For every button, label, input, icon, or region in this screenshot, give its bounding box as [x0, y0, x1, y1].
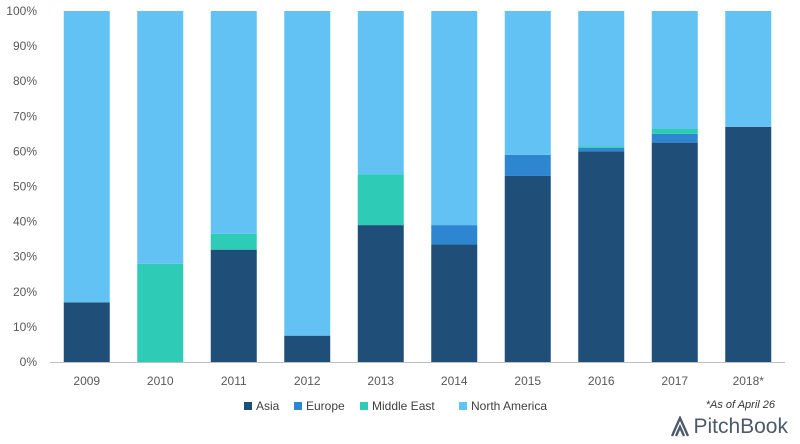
x-tick-label: 2010 [147, 374, 174, 388]
x-tick-label: 2017 [661, 374, 688, 388]
x-tick-label: 2014 [441, 374, 468, 388]
y-tick-label: 90% [13, 39, 37, 53]
bar-segment-north-america [504, 11, 551, 155]
y-axis: 0% 10% 20% 30% 40% 50% 60% 70% 80% 90% 100% [6, 4, 37, 369]
y-tick-label: 80% [13, 74, 37, 88]
bar-segment-north-america [210, 11, 257, 234]
bar-segment-asia [725, 126, 772, 362]
x-tick-label: 2013 [367, 374, 394, 388]
x-tick-label: 2012 [294, 374, 321, 388]
y-tick-label: 0% [20, 355, 38, 369]
bar-segment-middle-east [137, 263, 184, 362]
bar-segment-asia [357, 225, 404, 362]
y-tick-label: 70% [13, 109, 37, 123]
bar-segment-middle-east [651, 128, 698, 134]
bar-segment-europe [578, 147, 625, 152]
bar-segment-north-america [578, 11, 625, 147]
bar-segment-asia [578, 151, 625, 362]
bar-segment-asia [63, 302, 110, 362]
x-tick-label: 2015 [514, 374, 541, 388]
x-tick-label: 2009 [73, 374, 100, 388]
bar-segment-asia [504, 175, 551, 362]
bar-segment-north-america [284, 11, 331, 336]
bar-segment-north-america [63, 11, 110, 303]
bar-segment-north-america [725, 11, 772, 127]
pitchbook-logo: PitchBook [670, 415, 788, 439]
bar-segment-north-america [137, 11, 184, 264]
bar-segment-europe [651, 133, 698, 143]
bar-segment-europe [431, 225, 478, 245]
bar-segment-asia [651, 142, 698, 362]
y-tick-label: 60% [13, 144, 37, 158]
bar-segment-north-america [651, 11, 698, 129]
legend-label: Middle East [372, 399, 435, 413]
pitchbook-logo-icon [671, 416, 690, 437]
legend-swatch [294, 402, 302, 410]
bar-segment-middle-east [357, 174, 404, 226]
legend-label: North America [471, 399, 547, 413]
y-tick-label: 40% [13, 215, 37, 229]
legend: Asia Europe Middle East North America [244, 399, 547, 413]
bar-segment-europe [504, 154, 551, 176]
y-tick-label: 100% [6, 4, 37, 18]
y-tick-label: 10% [13, 320, 37, 334]
x-tick-label: 2016 [588, 374, 615, 388]
bar-segment-north-america [357, 11, 404, 175]
bar-segment-asia [284, 335, 331, 362]
y-tick-label: 30% [13, 250, 37, 264]
bar-segment-north-america [431, 11, 478, 226]
x-tick-label: 2011 [221, 374, 247, 388]
footnote: *As of April 26 [705, 399, 775, 411]
x-tick-label: 2018* [733, 374, 765, 388]
y-tick-label: 20% [13, 285, 37, 299]
bars [63, 11, 772, 362]
bar-segment-asia [210, 249, 257, 362]
pitchbook-logo-text: PitchBook [693, 415, 788, 438]
legend-swatch [459, 402, 467, 410]
legend-label: Asia [256, 399, 280, 413]
bar-segment-middle-east [578, 146, 625, 148]
y-tick-label: 50% [13, 180, 37, 194]
bar-segment-asia [431, 244, 478, 362]
x-axis: 2009 2010 2011 2012 2013 2014 2015 2016 2017 2018… [73, 374, 764, 388]
legend-label: Europe [306, 399, 345, 413]
bar-segment-middle-east [210, 233, 257, 250]
legend-swatch [244, 402, 252, 410]
legend-swatch [360, 402, 368, 410]
